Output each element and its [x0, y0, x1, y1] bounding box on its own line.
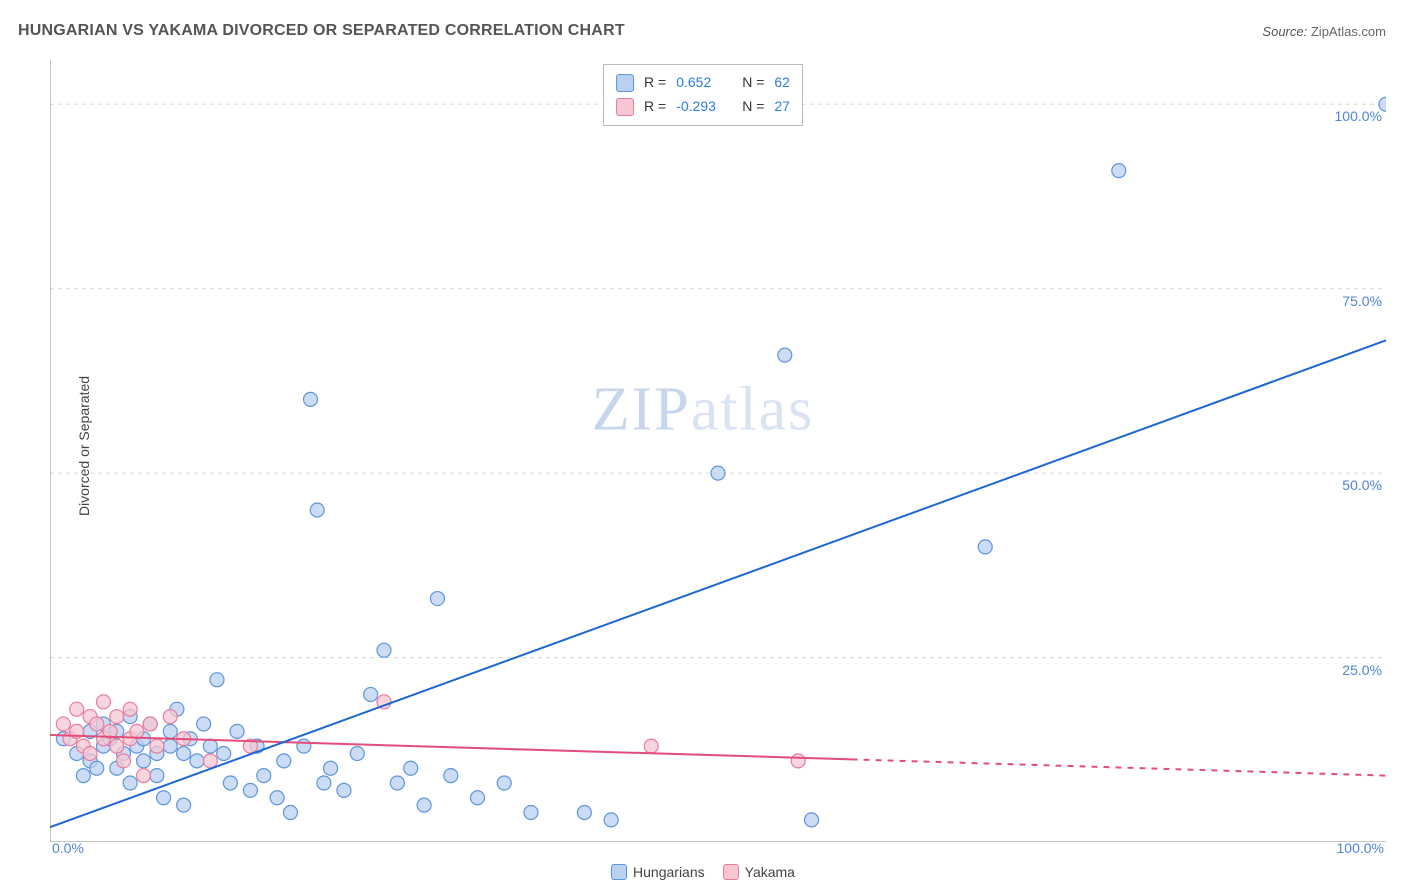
r-label: R =	[644, 95, 666, 119]
r-label: R =	[644, 71, 666, 95]
legend-swatch	[616, 98, 634, 116]
legend-label: Hungarians	[633, 864, 705, 880]
source-attribution: Source: ZipAtlas.com	[1262, 24, 1386, 39]
correlation-legend: R = 0.652 N = 62 R = -0.293 N = 27	[603, 64, 803, 126]
n-value: 27	[774, 95, 790, 119]
source-name: ZipAtlas.com	[1311, 24, 1386, 39]
x-tick-100: 100.0%	[1337, 840, 1384, 856]
correlation-row: R = -0.293 N = 27	[616, 95, 790, 119]
y-tick-label: 100.0%	[1335, 108, 1382, 124]
scatter-chart	[50, 60, 1386, 842]
legend-swatch	[611, 864, 627, 880]
legend-item: Hungarians	[611, 864, 705, 880]
r-value: 0.652	[676, 71, 732, 95]
legend-label: Yakama	[745, 864, 795, 880]
n-label: N =	[742, 71, 764, 95]
source-prefix: Source:	[1262, 24, 1307, 39]
legend-swatch	[723, 864, 739, 880]
y-tick-label: 75.0%	[1342, 293, 1382, 309]
n-value: 62	[774, 71, 790, 95]
correlation-row: R = 0.652 N = 62	[616, 71, 790, 95]
x-tick-0: 0.0%	[52, 840, 84, 856]
n-label: N =	[742, 95, 764, 119]
plot-area	[50, 60, 1386, 842]
r-value: -0.293	[676, 95, 732, 119]
y-tick-label: 50.0%	[1342, 477, 1382, 493]
series-legend: Hungarians Yakama	[0, 864, 1406, 880]
chart-title: HUNGARIAN VS YAKAMA DIVORCED OR SEPARATE…	[18, 22, 625, 40]
legend-item: Yakama	[723, 864, 795, 880]
y-tick-label: 25.0%	[1342, 662, 1382, 678]
legend-swatch	[616, 74, 634, 92]
chart-container: HUNGARIAN VS YAKAMA DIVORCED OR SEPARATE…	[0, 0, 1406, 892]
